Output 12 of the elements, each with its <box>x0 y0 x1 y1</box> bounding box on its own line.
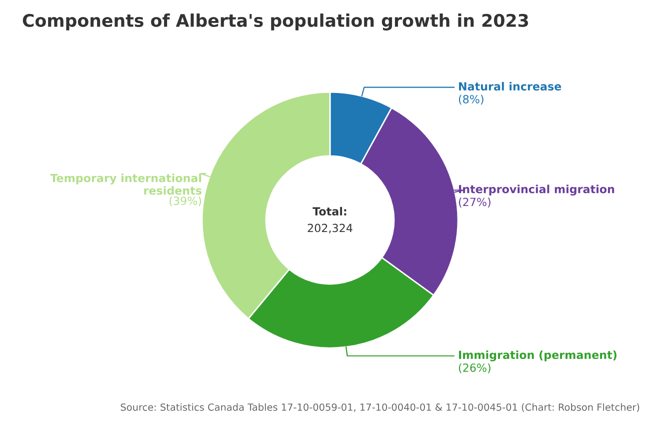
data-label: (27%) <box>458 198 490 208</box>
slice-label: Natural increase <box>459 82 562 91</box>
data-label: (39%) <box>170 196 202 206</box>
text: 202,324 <box>308 224 352 234</box>
data-label: (26%) <box>458 363 490 374</box>
slice-label: Immigration (permanent) <box>459 350 616 362</box>
text: Total: <box>312 206 346 216</box>
data-label: (8%) <box>458 94 484 105</box>
source-note: Source: Statistics Canada Tables 17-10-0059-01, 17-10-0040-01 & 17-10-0045-01 (Chart: Robson Fletcher) <box>120 403 640 412</box>
chart-title: Components of Alberta's population growth in 2023 <box>22 14 528 30</box>
slice-label: Interprovincial migration <box>459 184 614 196</box>
slice-label: Temporary international residents <box>50 174 202 195</box>
